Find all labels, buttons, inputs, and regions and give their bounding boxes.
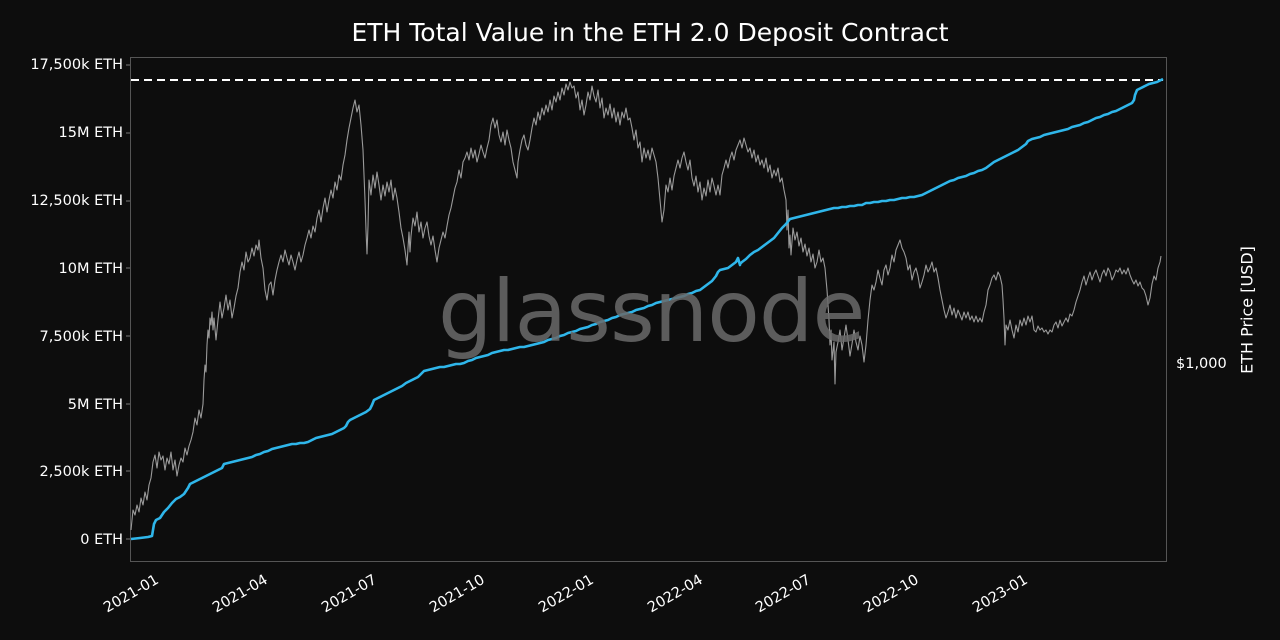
- right-y-tick-label: $1,000: [1176, 356, 1227, 372]
- plot-frame: [130, 57, 1167, 562]
- right-y-axis-label: ETH Price [USD]: [1237, 246, 1257, 374]
- chart-title: ETH Total Value in the ETH 2.0 Deposit C…: [351, 18, 949, 47]
- y-tick-label: 5M ETH: [67, 397, 123, 413]
- eth-price-line: [130, 81, 1162, 531]
- y-tick-label: 12,500k ETH: [30, 193, 123, 209]
- glassnode-watermark: glassnode: [438, 262, 865, 362]
- y-tick-label: 0 ETH: [80, 532, 123, 548]
- y-tick-label: 10M ETH: [58, 261, 124, 277]
- y-tick-label: 2,500k ETH: [39, 464, 123, 480]
- y-tick-label: 7,500k ETH: [39, 329, 123, 345]
- left-axis-ticks: [126, 64, 130, 540]
- y-tick-label: 15M ETH: [58, 125, 124, 141]
- deposit-contract-line: [130, 77, 1164, 541]
- y-tick-label: 17,500k ETH: [30, 57, 123, 73]
